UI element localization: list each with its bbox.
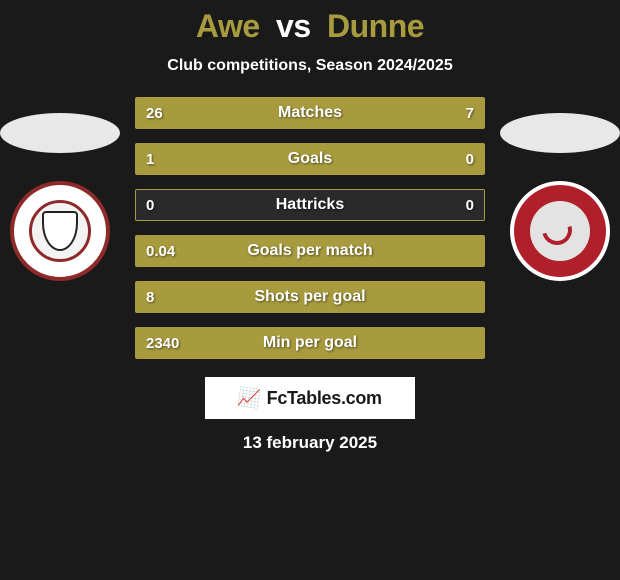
branding-box[interactable]: 📈 FcTables.com: [205, 377, 415, 419]
left-badge-column: [0, 113, 120, 281]
right-badge-column: [500, 113, 620, 281]
stat-row: 8Shots per goal: [135, 281, 485, 313]
stat-label: Goals per match: [136, 242, 484, 260]
stat-label: Goals: [136, 150, 484, 168]
stat-row: 267Matches: [135, 97, 485, 129]
comparison-container: Awe vs Dunne Club competitions, Season 2…: [0, 0, 620, 580]
main-stage: 267Matches 10Goals 00Hattricks 0.04Goals pe…: [0, 97, 620, 359]
club-crest-left: [10, 181, 110, 281]
stat-row: 2340Min per goal: [135, 327, 485, 359]
stat-label: Hattricks: [136, 196, 484, 214]
crest-right-inner: [530, 201, 590, 261]
player2-name: Dunne: [327, 8, 424, 44]
player1-name: Awe: [196, 8, 260, 44]
chart-icon: 📈: [237, 386, 262, 410]
stat-row: 00Hattricks: [135, 189, 485, 221]
vs-label: vs: [276, 8, 311, 44]
snapshot-date: 13 february 2025: [243, 433, 377, 453]
stat-row: 0.04Goals per match: [135, 235, 485, 267]
club-crest-right: [510, 181, 610, 281]
player1-shadow-ellipse: [0, 113, 120, 153]
stat-label: Shots per goal: [136, 288, 484, 306]
stat-label: Matches: [136, 104, 484, 122]
stat-row: 10Goals: [135, 143, 485, 175]
shrimp-icon: [537, 210, 578, 251]
stats-bars: 267Matches 10Goals 00Hattricks 0.04Goals pe…: [135, 97, 485, 359]
player2-shadow-ellipse: [500, 113, 620, 153]
subtitle: Club competitions, Season 2024/2025: [167, 57, 452, 75]
brand-text: FcTables.com: [267, 388, 382, 409]
page-title: Awe vs Dunne: [196, 8, 424, 45]
stat-label: Min per goal: [136, 334, 484, 352]
